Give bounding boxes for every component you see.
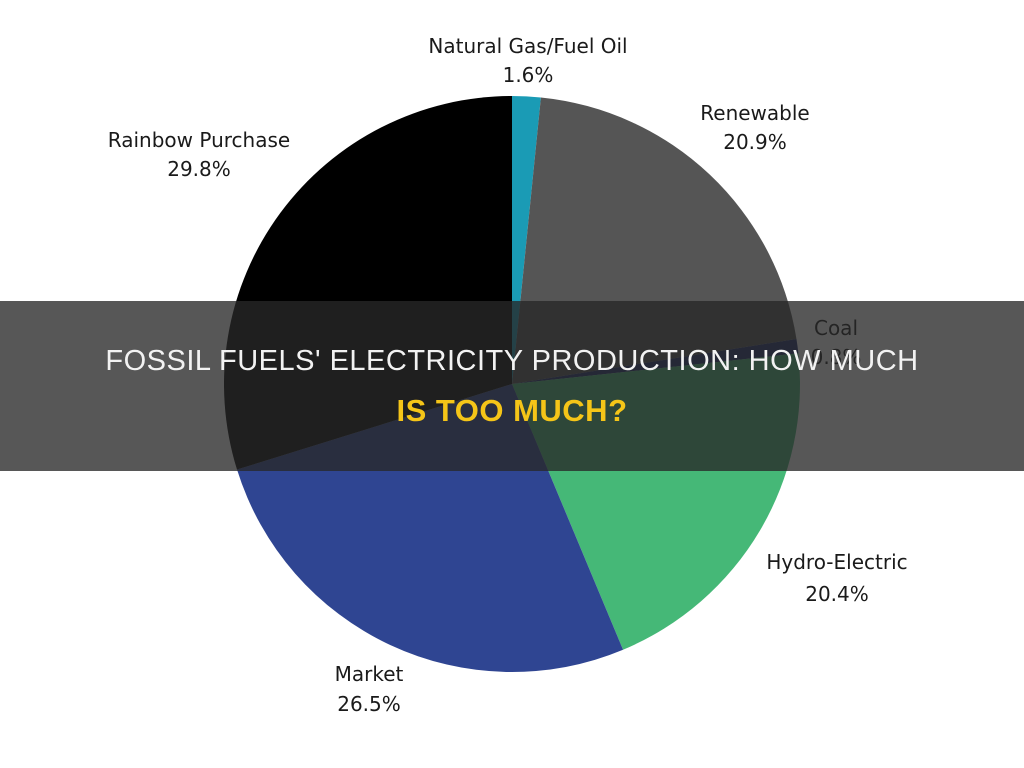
slice-name-label: Hydro-Electric xyxy=(766,550,907,574)
page-title: Fossil Fuels' Electricity Production: Ho… xyxy=(102,336,922,437)
slice-value-label: 29.8% xyxy=(167,157,231,181)
title-main: Fossil Fuels' Electricity Production: Ho… xyxy=(105,344,919,377)
slice-value-label: 26.5% xyxy=(337,692,401,716)
slice-name-label: Natural Gas/Fuel Oil xyxy=(428,34,627,58)
title-accent: Is Too Much? xyxy=(396,392,628,428)
slice-name-label: Market xyxy=(335,662,404,686)
title-banner: Fossil Fuels' Electricity Production: Ho… xyxy=(0,301,1024,471)
slice-value-label: 20.4% xyxy=(805,582,869,606)
slice-name-label: Rainbow Purchase xyxy=(108,128,290,152)
slice-value-label: 1.6% xyxy=(503,63,554,87)
slice-value-label: 20.9% xyxy=(723,130,787,154)
slice-name-label: Renewable xyxy=(700,101,809,125)
